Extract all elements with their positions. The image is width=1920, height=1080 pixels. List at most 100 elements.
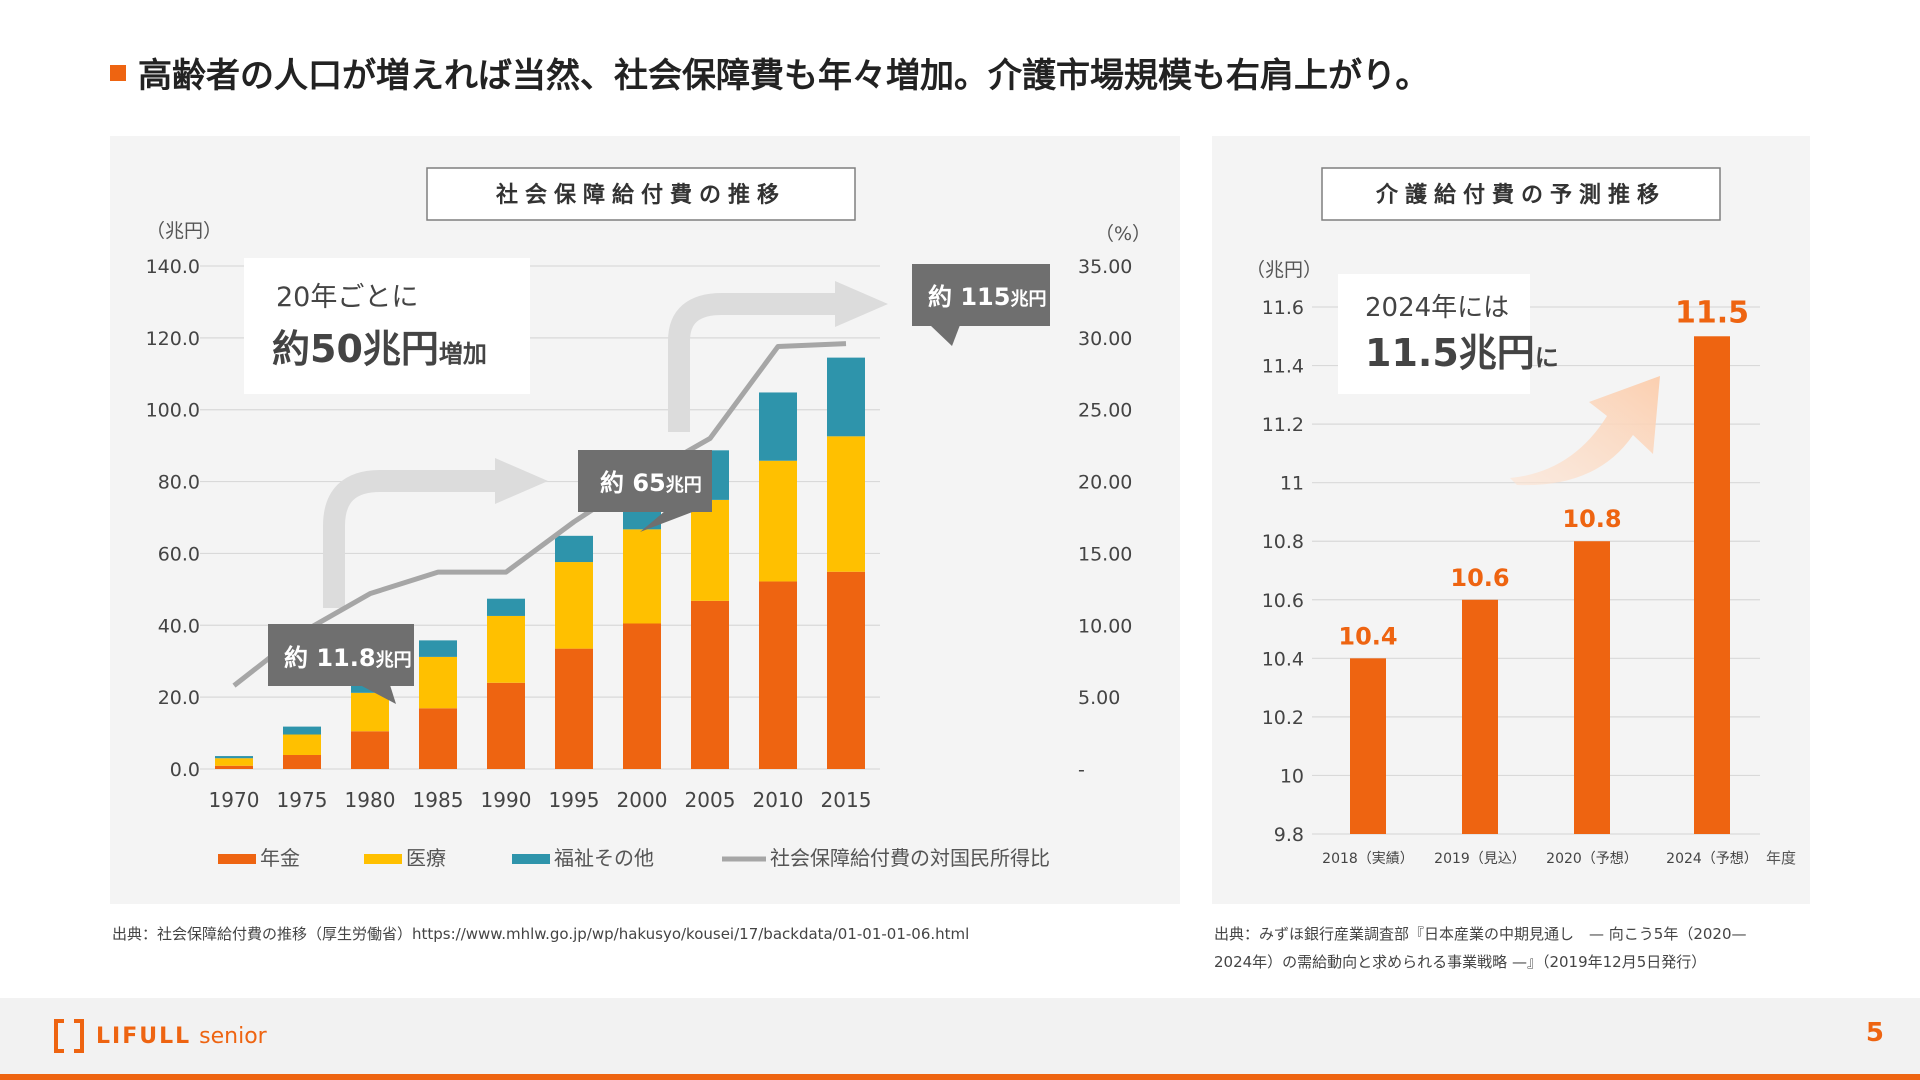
- y-tick-label: 11.2: [1262, 414, 1304, 436]
- chart-legend: 年金 医療 福祉その他 社会保障給付費の対国民所得比: [218, 846, 1050, 870]
- bar-segment-年金: [487, 682, 525, 769]
- bar-segment-福祉その他: [555, 535, 593, 563]
- x-tick-label: 1995: [549, 788, 600, 812]
- callout-2015: 約 115兆円: [912, 264, 1050, 346]
- legend-swatch: [364, 854, 402, 864]
- svg-text:約 65兆円: 約 65兆円: [600, 469, 702, 497]
- y-tick-label: 11: [1280, 473, 1304, 495]
- legend-swatch: [218, 854, 256, 864]
- legend-label: 福祉その他: [554, 846, 654, 870]
- growth-arrow-2-head: [835, 281, 888, 327]
- bar: [1350, 658, 1386, 834]
- x-tick-label: 1975: [277, 788, 328, 812]
- headline-text: 高齢者の人口が増えれば当然、社会保障費も年々増加。介護市場規模も右肩上がり。: [138, 56, 1430, 96]
- bar-segment-医療: [759, 460, 797, 582]
- x-tick-label: 1970: [209, 788, 260, 812]
- bullet-square-icon: [110, 64, 126, 81]
- page-number: 5: [1865, 1018, 1884, 1048]
- x-tick-label: 2019（見込）: [1434, 851, 1526, 867]
- y-tick-label: 10.6: [1262, 590, 1304, 612]
- brand-logo: LIFULL senior: [54, 1018, 267, 1054]
- y-tick-label: 40.0: [158, 615, 200, 637]
- y-tick-label: 10: [1280, 765, 1304, 787]
- x-tick-label: 2018（実績）: [1322, 851, 1414, 867]
- source-left: 出典：社会保障給付費の推移（厚生労働省）https://www.mhlw.go.…: [112, 925, 970, 943]
- bar-segment-福祉その他: [487, 598, 525, 616]
- bar-segment-医療: [487, 615, 525, 683]
- growth-arrow-1-head: [495, 458, 548, 504]
- x-tick-label: 2020（予想）: [1546, 851, 1638, 867]
- brand-sub: senior: [199, 1023, 267, 1049]
- y-tick-label: 100.0: [146, 400, 200, 422]
- y2-tick-label: 35.00: [1078, 256, 1132, 278]
- y2-tick-label: 30.00: [1078, 328, 1132, 350]
- y-tick-label: 11.6: [1262, 297, 1304, 319]
- footer: [0, 998, 1920, 1074]
- bar-segment-年金: [351, 731, 389, 769]
- y-tick-label: 120.0: [146, 328, 200, 350]
- bar-segment-年金: [555, 648, 593, 769]
- y2-tick-label: 20.00: [1078, 472, 1132, 494]
- callout-1990: 約 65兆円: [578, 450, 712, 532]
- y-tick-label: 0.0: [170, 759, 200, 781]
- x-tick-label: 2005: [685, 788, 736, 812]
- ratio-line: [232, 341, 847, 688]
- bar-segment-福祉その他: [283, 726, 321, 735]
- growth-note-line1: 20年ごとに: [276, 282, 418, 313]
- x-tick-label: 2015: [821, 788, 872, 812]
- y-tick-label: 10.2: [1262, 707, 1304, 729]
- callout-1970: 約 11.8兆円: [268, 624, 414, 704]
- care-cost-chart: 9.8 10 10.2 10.4 10.6 10.8 11 11.2 11.4 11.6 10.4 2…: [1246, 167, 1796, 867]
- forecast-note-box: [1338, 274, 1530, 394]
- care-cost-chart-panel: 9.8 10 10.2 10.4 10.6 10.8 11 11.2 11.4 11.6 10.4 2…: [1212, 136, 1810, 904]
- y-axis-unit: （兆円）: [146, 220, 222, 242]
- social-security-chart-panel: 0.0 - 20.0 5.00 40.0 10.00 60.0 15.00 80.0 20.00 1…: [110, 136, 1180, 904]
- y-tick-label: 20.0: [158, 687, 200, 709]
- y-tick-label: 11.4: [1262, 356, 1304, 378]
- bar-segment-医療: [623, 529, 661, 624]
- data-label: 10.6: [1450, 564, 1509, 592]
- data-label: 10.8: [1562, 505, 1621, 533]
- x-tick-label: 1980: [345, 788, 396, 812]
- svg-text:約 11.8兆円: 約 11.8兆円: [284, 644, 412, 672]
- x-tick-label: 1985: [413, 788, 464, 812]
- y-tick-label: 140.0: [146, 256, 200, 278]
- y2-tick-label: 25.00: [1078, 400, 1132, 422]
- y-tick-label: 80.0: [158, 472, 200, 494]
- growth-note-amount: 約50兆円増加: [272, 327, 487, 371]
- bar-segment-医療: [419, 656, 457, 709]
- data-label: 11.5: [1675, 295, 1749, 330]
- forecast-note-amount: 11.5兆円に: [1365, 331, 1559, 375]
- bar: [1462, 599, 1498, 834]
- x-axis-unit: 年度: [1766, 849, 1796, 867]
- bar-segment-福祉その他: [759, 392, 797, 461]
- bar-segment-年金: [827, 571, 865, 769]
- bar-segment-医療: [215, 758, 253, 766]
- growth-arrow-1: [323, 470, 495, 608]
- bar-segment-年金: [419, 708, 457, 769]
- bar-segment-医療: [283, 734, 321, 755]
- bar-segment-年金: [215, 765, 253, 769]
- bar-segment-年金: [623, 623, 661, 769]
- bar-segment-福祉その他: [419, 640, 457, 657]
- bar-segment-医療: [691, 499, 729, 601]
- x-tick-label: 2000: [617, 788, 668, 812]
- bar: [1574, 541, 1610, 834]
- bracket-logo-icon: [54, 1019, 84, 1053]
- x-tick-label: 1990: [481, 788, 532, 812]
- growth-arrow-2: [668, 293, 835, 432]
- social-security-chart: 0.0 - 20.0 5.00 40.0 10.00 60.0 15.00 80.0 20.00 1…: [146, 167, 1151, 870]
- source-right: 出典：みずほ銀行産業調査部『日本産業の中期見通し — 向こう5年（2020— 2…: [1214, 920, 1747, 976]
- source-right-line1: 出典：みずほ銀行産業調査部『日本産業の中期見通し — 向こう5年（2020—: [1214, 925, 1747, 943]
- y2-tick-label: -: [1078, 759, 1085, 781]
- growth-note-box: [244, 258, 530, 394]
- chart-title: 社会保障給付費の推移: [496, 182, 786, 208]
- footer-accent-line: [0, 1074, 1920, 1080]
- y2-tick-label: 10.00: [1078, 615, 1132, 637]
- legend-label: 医療: [406, 846, 446, 870]
- y-tick-label: 10.4: [1262, 648, 1304, 670]
- bar-segment-医療: [555, 562, 593, 649]
- bar-segment-福祉その他: [827, 357, 865, 437]
- x-tick-label: 2010: [753, 788, 804, 812]
- bar-segment-年金: [691, 600, 729, 769]
